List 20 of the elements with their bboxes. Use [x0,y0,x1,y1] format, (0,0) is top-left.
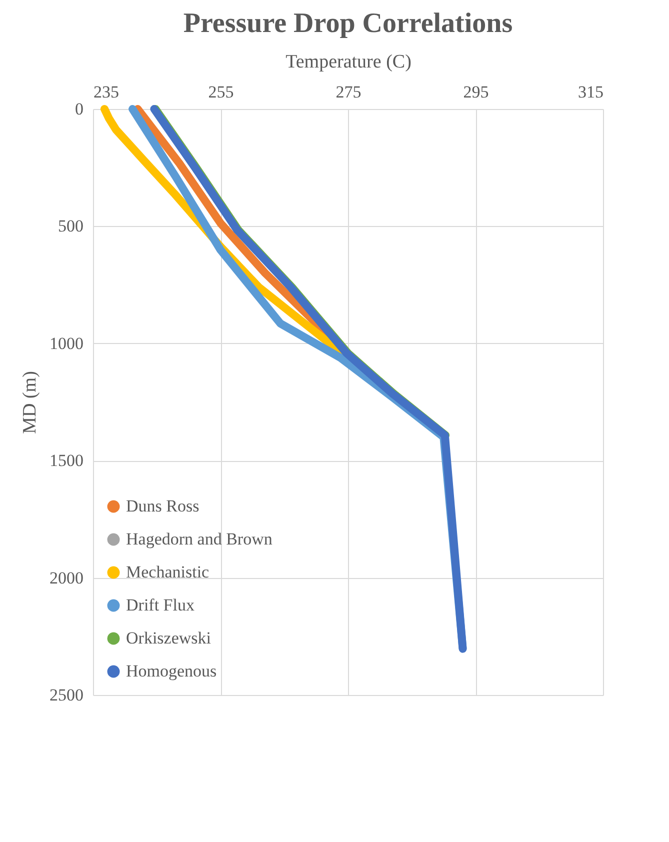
legend-label: Drift Flux [126,596,195,614]
y-tick-label: 0 [75,100,84,118]
y-axis-title: MD (m) [20,371,40,434]
x-tick-label: 255 [208,82,234,102]
x-tick-label: 235 [94,82,119,102]
x-axis-title: Temperature (C) [286,52,412,72]
y-tick-label: 2500 [50,686,84,704]
y-tick-label: 2000 [50,568,84,588]
x-tick-label: 295 [463,82,489,102]
y-tick-label: 1500 [50,451,84,470]
x-tick-label: 275 [336,82,362,102]
legend-label: Duns Ross [126,496,200,516]
y-tick-label: 1000 [50,334,84,353]
legend-label: Homogenous [126,662,217,680]
chart-title: Pressure Drop Correlations [183,8,513,39]
legend-label: Hagedorn and Brown [126,530,273,548]
y-tick-label: 500 [58,216,84,236]
legend-label: Mechanistic [126,562,210,582]
legend-label: Orkiszewski [126,628,212,648]
x-tick-label: 315 [578,82,604,102]
